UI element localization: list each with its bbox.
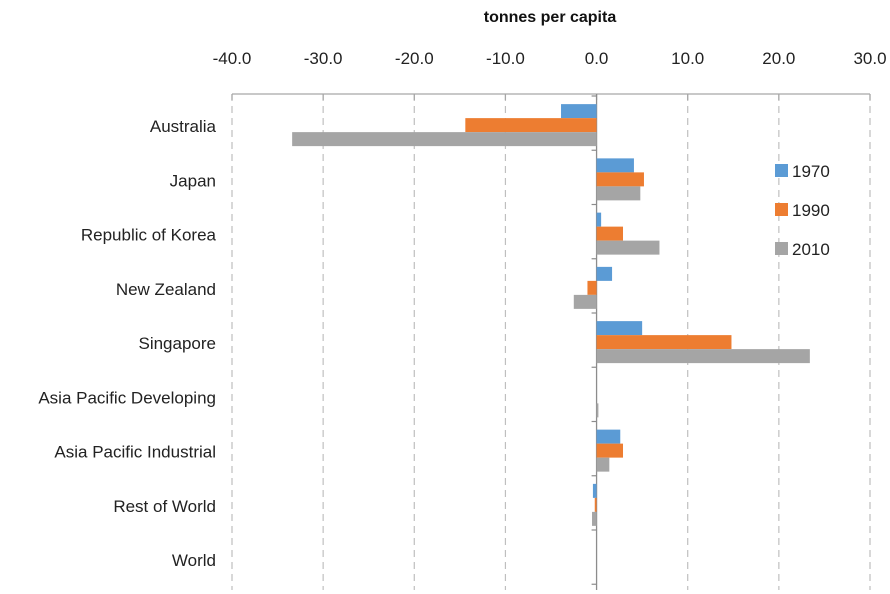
category-label: Asia Pacific Developing bbox=[38, 388, 216, 407]
bar-1990 bbox=[596, 226, 624, 241]
x-tick-label: 20.0 bbox=[762, 49, 795, 68]
bar-1970 bbox=[592, 483, 597, 498]
bar-2010 bbox=[292, 132, 597, 147]
category-axis: Australia Japan Republic of Korea New Zeala… bbox=[38, 117, 216, 570]
category-label: Asia Pacific Industrial bbox=[54, 443, 216, 462]
category-label: Rest of World bbox=[113, 497, 216, 516]
bar-1990 bbox=[596, 172, 644, 187]
bar-1990 bbox=[587, 280, 597, 295]
x-tick-label: -40.0 bbox=[213, 49, 252, 68]
legend-label: 1970 bbox=[792, 162, 830, 181]
bar-1970 bbox=[596, 212, 602, 227]
bars bbox=[292, 104, 810, 526]
bar-1970 bbox=[596, 158, 634, 173]
legend-label: 1990 bbox=[792, 201, 830, 220]
bar-1990 bbox=[594, 497, 597, 512]
x-tick-label: 30.0 bbox=[853, 49, 886, 68]
chart-title: tonnes per capita bbox=[484, 9, 617, 26]
legend: 1970 1990 2010 bbox=[775, 162, 830, 259]
bar-2010 bbox=[573, 294, 597, 309]
bar-1990 bbox=[596, 443, 624, 458]
bar-1970 bbox=[596, 429, 621, 444]
bar-1970 bbox=[596, 266, 613, 281]
bar-2010 bbox=[596, 403, 599, 418]
category-label: New Zealand bbox=[116, 280, 216, 299]
x-tick-label: 10.0 bbox=[671, 49, 704, 68]
category-label: World bbox=[172, 551, 216, 570]
bar-2010 bbox=[596, 240, 660, 255]
legend-swatch-2010 bbox=[775, 242, 788, 255]
bar-2010 bbox=[596, 457, 610, 472]
x-tick-label: 0.0 bbox=[585, 49, 609, 68]
bar-1990 bbox=[465, 118, 597, 133]
bar-1970 bbox=[596, 321, 643, 336]
bar-2010 bbox=[596, 186, 641, 201]
category-label: Australia bbox=[150, 117, 217, 136]
bar-2010 bbox=[596, 349, 810, 364]
x-tick-label: -20.0 bbox=[395, 49, 434, 68]
bar-1990 bbox=[596, 335, 732, 350]
x-tick-label: -10.0 bbox=[486, 49, 525, 68]
category-label: Japan bbox=[170, 171, 216, 190]
category-label: Singapore bbox=[138, 334, 216, 353]
bar-1970 bbox=[561, 104, 597, 119]
bar-2010 bbox=[592, 511, 597, 526]
legend-label: 2010 bbox=[792, 240, 830, 259]
gridlines bbox=[231, 94, 871, 590]
x-tick-label: -30.0 bbox=[304, 49, 343, 68]
category-label: Republic of Korea bbox=[81, 226, 217, 245]
legend-swatch-1970 bbox=[775, 164, 788, 177]
legend-swatch-1990 bbox=[775, 203, 788, 216]
